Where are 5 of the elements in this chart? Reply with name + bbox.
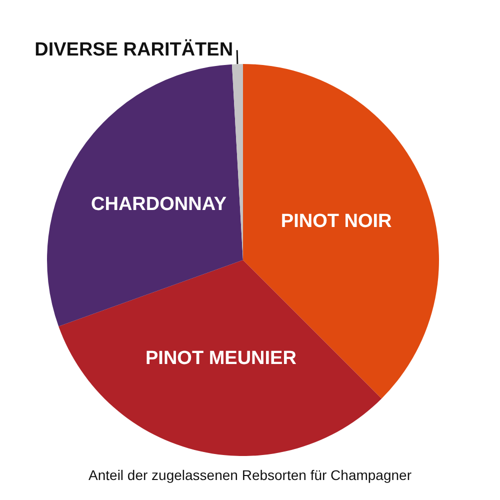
slice-label: CHARDONNAY: [91, 194, 227, 215]
slice-label: PINOT MEUNIER: [145, 348, 297, 370]
slice-label: PINOT NOIR: [280, 210, 392, 232]
text: Anteil der zugelassenen Rebsorten für Champagner: [88, 467, 412, 483]
slice-label: DIVERSE RARITÄTEN: [34, 38, 234, 61]
